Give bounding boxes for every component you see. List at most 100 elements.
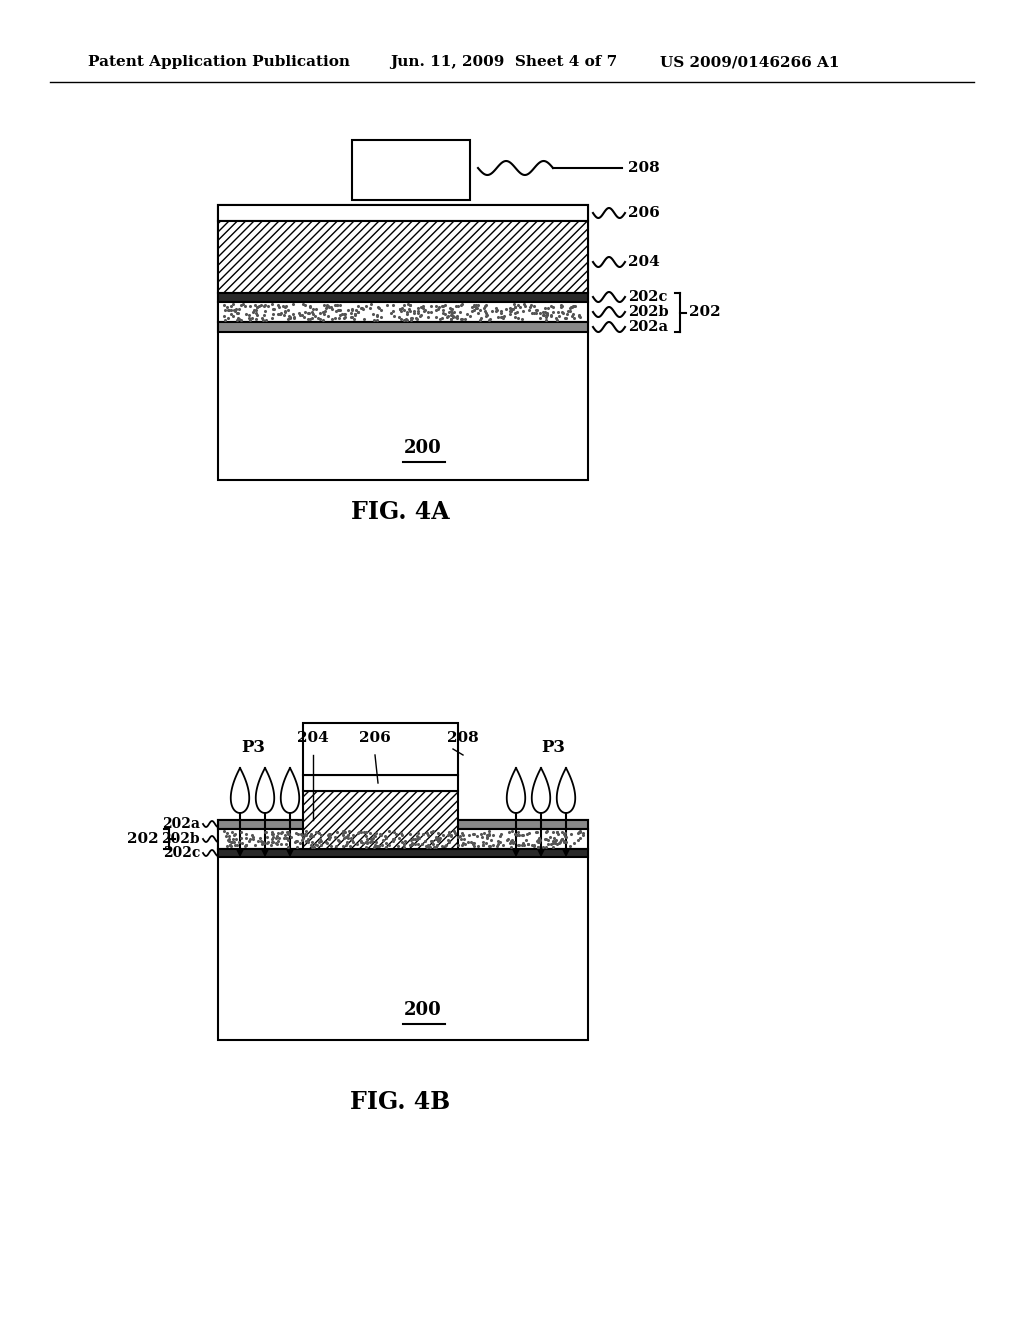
- Point: [436, 294, 453, 315]
- Point: [256, 822, 272, 843]
- Point: [393, 822, 410, 843]
- Point: [223, 821, 240, 842]
- Point: [216, 309, 232, 330]
- Point: [479, 825, 496, 846]
- Point: [367, 826, 383, 847]
- Point: [468, 294, 484, 315]
- Point: [443, 298, 460, 319]
- Point: [319, 294, 336, 315]
- Point: [430, 829, 446, 850]
- Point: [565, 832, 582, 853]
- Point: [268, 834, 285, 855]
- Point: [300, 832, 316, 853]
- Point: [332, 300, 348, 321]
- Point: [227, 301, 244, 322]
- Point: [514, 309, 530, 330]
- Point: [481, 824, 498, 845]
- Point: [538, 306, 554, 327]
- Point: [502, 297, 518, 318]
- Point: [238, 304, 254, 325]
- Text: 202c: 202c: [628, 290, 668, 304]
- Point: [535, 305, 551, 326]
- Point: [307, 833, 324, 854]
- Point: [344, 830, 360, 851]
- Point: [469, 298, 485, 319]
- Point: [328, 300, 344, 321]
- Point: [535, 837, 551, 858]
- Point: [270, 297, 287, 318]
- Point: [565, 308, 582, 329]
- Point: [502, 833, 518, 854]
- Point: [230, 832, 247, 853]
- Text: 204: 204: [628, 255, 659, 269]
- Point: [415, 296, 431, 317]
- Point: [232, 309, 249, 330]
- Point: [510, 824, 526, 845]
- Point: [351, 821, 368, 842]
- Point: [283, 826, 299, 847]
- Point: [327, 294, 343, 315]
- Point: [490, 830, 507, 851]
- Point: [550, 824, 566, 845]
- Point: [506, 302, 522, 323]
- Point: [246, 300, 262, 321]
- Point: [322, 829, 338, 850]
- Point: [450, 305, 466, 326]
- Point: [368, 832, 384, 853]
- Point: [424, 830, 440, 851]
- Text: Patent Application Publication: Patent Application Publication: [88, 55, 350, 69]
- Point: [357, 821, 374, 842]
- Point: [295, 828, 311, 849]
- Point: [216, 305, 232, 326]
- Point: [526, 296, 543, 317]
- Point: [227, 300, 244, 321]
- Point: [237, 296, 253, 317]
- Point: [510, 822, 526, 843]
- Point: [525, 836, 542, 857]
- Point: [506, 293, 522, 314]
- Point: [339, 832, 355, 853]
- Point: [316, 301, 333, 322]
- Point: [245, 301, 261, 322]
- Point: [429, 828, 445, 849]
- Point: [401, 834, 418, 855]
- Point: [549, 834, 565, 855]
- Point: [514, 833, 530, 854]
- Point: [229, 834, 246, 855]
- Point: [258, 309, 274, 330]
- Point: [540, 829, 556, 850]
- Point: [423, 821, 439, 842]
- Point: [329, 821, 345, 842]
- Point: [298, 830, 314, 851]
- Point: [276, 301, 293, 322]
- Point: [396, 833, 413, 854]
- Point: [431, 829, 447, 850]
- Point: [263, 829, 280, 850]
- Point: [327, 826, 343, 847]
- Bar: [303, 791, 458, 849]
- Point: [317, 298, 334, 319]
- Point: [245, 308, 261, 329]
- Point: [443, 304, 460, 325]
- Point: [529, 836, 546, 857]
- Point: [337, 304, 353, 325]
- Point: [267, 828, 284, 849]
- Point: [516, 834, 532, 855]
- Point: [228, 829, 245, 850]
- Point: [531, 832, 548, 853]
- Point: [260, 832, 276, 853]
- Point: [220, 829, 237, 850]
- Point: [361, 297, 378, 318]
- Point: [550, 301, 566, 322]
- Point: [434, 296, 451, 317]
- Point: [359, 829, 376, 850]
- Point: [278, 296, 294, 317]
- Point: [558, 826, 574, 847]
- Point: [381, 834, 397, 855]
- Point: [450, 834, 466, 855]
- Point: [307, 298, 324, 319]
- Point: [272, 304, 289, 325]
- Point: [269, 830, 286, 851]
- Point: [514, 834, 530, 855]
- Point: [451, 826, 467, 847]
